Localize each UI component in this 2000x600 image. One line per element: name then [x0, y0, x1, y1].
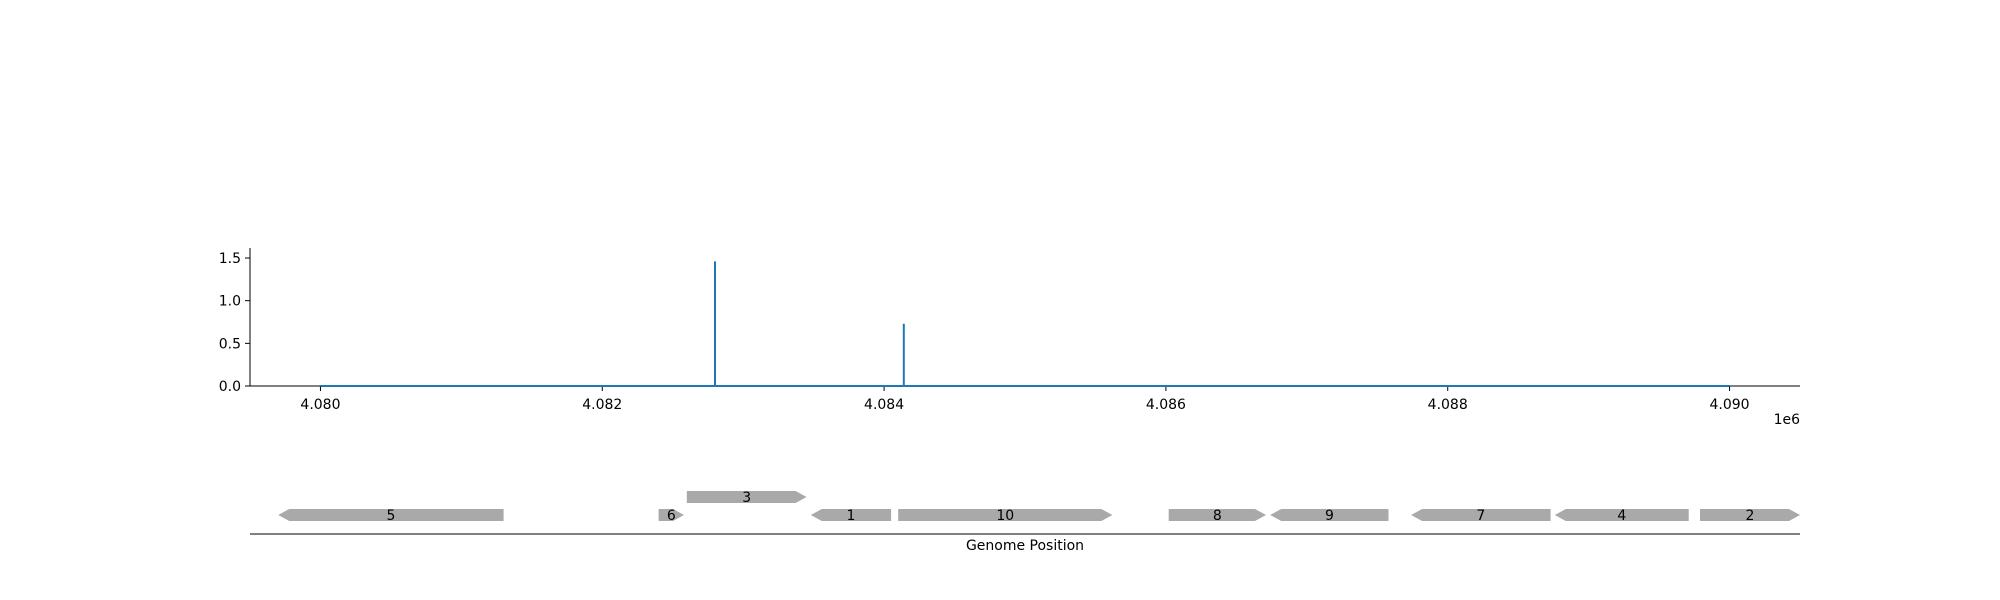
gene-arrow	[686, 491, 807, 503]
gene-label: 1	[847, 508, 856, 524]
x-offset-label: 1e6	[1774, 412, 1801, 428]
x-tick-label: 4.090	[1709, 397, 1749, 413]
gene-arrow	[1270, 509, 1389, 521]
gene-arrow	[278, 509, 504, 521]
gene-arrow	[898, 509, 1113, 521]
gene-label: 5	[386, 508, 395, 524]
gene-arrow	[1700, 509, 1800, 521]
gene-arrow	[1554, 509, 1689, 521]
gene-2: 2	[1700, 508, 1800, 524]
x-tick-label: 4.084	[864, 397, 904, 413]
gene-6: 6	[658, 508, 684, 524]
x-tick-label: 4.088	[1428, 397, 1468, 413]
coverage-line	[320, 261, 1730, 387]
coverage-plot: 0.00.51.01.5 4.080 4.082 4.084 4.086 4.088 4.…	[219, 248, 1800, 428]
gene-8: 8	[1168, 508, 1266, 524]
gene-track-xlabel: Genome Position	[966, 538, 1084, 554]
gene-label: 8	[1213, 508, 1222, 524]
gene-label: 4	[1617, 508, 1626, 524]
y-tick-label: 1.0	[219, 294, 241, 310]
genes: 5 6 3 1 10 8 9 7 4 2	[278, 490, 1800, 524]
gene-arrow	[1411, 509, 1551, 521]
x-tick-label: 4.080	[300, 397, 340, 413]
gene-3: 3	[686, 490, 807, 506]
gene-9: 9	[1270, 508, 1389, 524]
y-ticks: 0.0 0.5 1.0 1.5	[219, 251, 250, 395]
gene-label: 9	[1325, 508, 1334, 524]
y-tick-label: 0.0	[219, 379, 241, 395]
x-tick-label: 4.082	[582, 397, 622, 413]
x-tick-label: 4.086	[1146, 397, 1186, 413]
gene-arrow	[1168, 509, 1266, 521]
gene-label: 6	[667, 508, 676, 524]
gene-1: 1	[810, 508, 892, 524]
x-ticks: 4.080 4.082 4.084 4.086 4.088 4.090	[300, 386, 1750, 413]
gene-5: 5	[278, 508, 504, 524]
gene-label: 3	[742, 490, 751, 506]
y-tick-label: 0.5	[219, 336, 241, 352]
gene-label: 2	[1746, 508, 1755, 524]
gene-4: 4	[1554, 508, 1689, 524]
gene-track: 5 6 3 1 10 8 9 7 4 2 Genome Position	[250, 490, 1800, 554]
gene-label: 7	[1476, 508, 1485, 524]
gene-label: 10	[996, 508, 1014, 524]
gene-arrow	[658, 509, 684, 521]
gene-7: 7	[1411, 508, 1551, 524]
y-tick-label: 1.5	[219, 251, 241, 267]
gene-10: 10	[898, 508, 1113, 524]
gene-arrow	[810, 509, 892, 521]
